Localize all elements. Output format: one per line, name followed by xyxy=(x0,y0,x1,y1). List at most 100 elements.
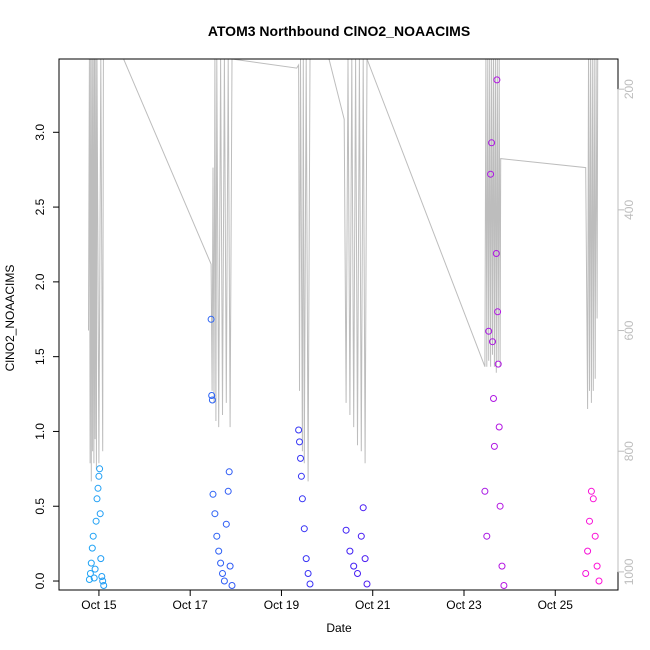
x-tick-label: Oct 21 xyxy=(355,598,391,612)
data-point xyxy=(488,139,496,147)
data-point xyxy=(485,327,493,335)
data-point xyxy=(224,487,232,495)
data-point xyxy=(211,510,219,518)
x-tick-label: Oct 19 xyxy=(264,598,300,612)
y-tick-label: 1.0 xyxy=(33,423,47,440)
data-point xyxy=(500,582,508,589)
data-points-layer xyxy=(85,76,603,589)
y2-tick-label: 600 xyxy=(622,320,636,340)
data-point xyxy=(342,526,350,534)
data-point xyxy=(587,487,595,495)
data-point xyxy=(595,577,603,585)
y-tick-label: 1.5 xyxy=(33,348,47,365)
data-point xyxy=(492,250,500,257)
data-point xyxy=(361,555,369,563)
data-point xyxy=(100,582,108,589)
data-point xyxy=(297,454,304,462)
data-point xyxy=(298,495,306,503)
data-point xyxy=(493,76,501,84)
y2-tick-label: 800 xyxy=(622,441,636,461)
data-point xyxy=(490,442,498,450)
data-point xyxy=(96,465,104,473)
data-point xyxy=(297,472,305,480)
data-point xyxy=(207,315,215,323)
data-point xyxy=(483,532,491,540)
data-point xyxy=(93,495,101,503)
data-point xyxy=(306,580,314,588)
data-point xyxy=(487,170,495,178)
data-point xyxy=(481,487,489,495)
x-axis-label: Date xyxy=(326,621,352,635)
pressure-line xyxy=(88,59,599,482)
data-point xyxy=(95,472,103,480)
data-point xyxy=(94,484,102,492)
data-point xyxy=(97,555,105,563)
data-point xyxy=(219,570,226,577)
data-point xyxy=(87,559,95,567)
y-tick-label: 2.0 xyxy=(33,273,47,290)
data-point xyxy=(354,570,361,577)
data-point xyxy=(494,308,502,316)
chart-title: ATOM3 Northbound ClNO2_NOAACIMS xyxy=(208,23,470,39)
data-point xyxy=(346,547,354,555)
data-point xyxy=(226,562,234,570)
data-point xyxy=(586,517,593,525)
data-point xyxy=(98,573,106,580)
data-point xyxy=(222,520,230,528)
x-tick-label: Oct 25 xyxy=(538,598,574,612)
y-axis-label: ClNO2_NOAACIMS xyxy=(3,265,17,372)
data-point xyxy=(496,502,504,510)
data-point xyxy=(215,547,223,555)
data-point xyxy=(209,490,217,498)
data-point xyxy=(213,532,221,540)
data-point xyxy=(99,577,107,585)
data-point xyxy=(359,504,367,512)
data-point xyxy=(495,423,503,431)
data-point xyxy=(489,338,496,346)
data-point xyxy=(591,532,599,540)
data-point xyxy=(304,570,312,577)
data-point xyxy=(91,565,99,573)
plot-frame xyxy=(58,58,619,591)
y-tick-label: 3.0 xyxy=(33,124,47,141)
data-point xyxy=(584,547,592,555)
data-point xyxy=(92,517,100,525)
data-point xyxy=(490,395,497,402)
data-point xyxy=(498,562,506,570)
right-pressure-axis: 200 400 600 800 1000 xyxy=(617,79,636,585)
data-point xyxy=(217,559,225,567)
data-point xyxy=(300,525,308,533)
y-tick-label: 2.5 xyxy=(33,198,47,215)
data-point xyxy=(582,570,590,577)
data-point xyxy=(302,555,310,563)
x-tick-label: Oct 23 xyxy=(446,598,482,612)
pressure-line-layer xyxy=(88,59,599,482)
data-point xyxy=(350,562,358,570)
y-axis: 0.0 0.5 1.0 1.5 2.0 2.5 3.0 xyxy=(33,124,60,589)
data-point xyxy=(96,510,104,518)
y-tick-label: 0.0 xyxy=(33,572,47,589)
data-point xyxy=(593,562,601,570)
data-point xyxy=(589,495,597,503)
data-point xyxy=(228,582,236,589)
data-point xyxy=(220,577,228,585)
data-point xyxy=(90,574,98,582)
x-axis: Oct 15 Oct 17 Oct 19 Oct 21 Oct 23 Oct 25 xyxy=(81,589,574,612)
y-tick-label: 0.5 xyxy=(33,498,47,515)
data-point xyxy=(208,392,216,399)
data-point xyxy=(296,438,303,446)
data-point xyxy=(225,468,233,476)
data-point xyxy=(295,426,303,434)
x-tick-label: Oct 15 xyxy=(81,598,117,612)
y2-tick-label: 400 xyxy=(622,200,636,220)
y2-tick-label: 200 xyxy=(622,79,636,99)
data-point xyxy=(357,532,365,540)
x-tick-label: Oct 17 xyxy=(173,598,209,612)
data-point xyxy=(494,360,502,368)
data-point xyxy=(86,570,94,577)
data-point xyxy=(89,532,97,540)
y2-tick-label: 1000 xyxy=(622,558,636,585)
data-point xyxy=(208,396,216,404)
data-point xyxy=(363,580,371,588)
